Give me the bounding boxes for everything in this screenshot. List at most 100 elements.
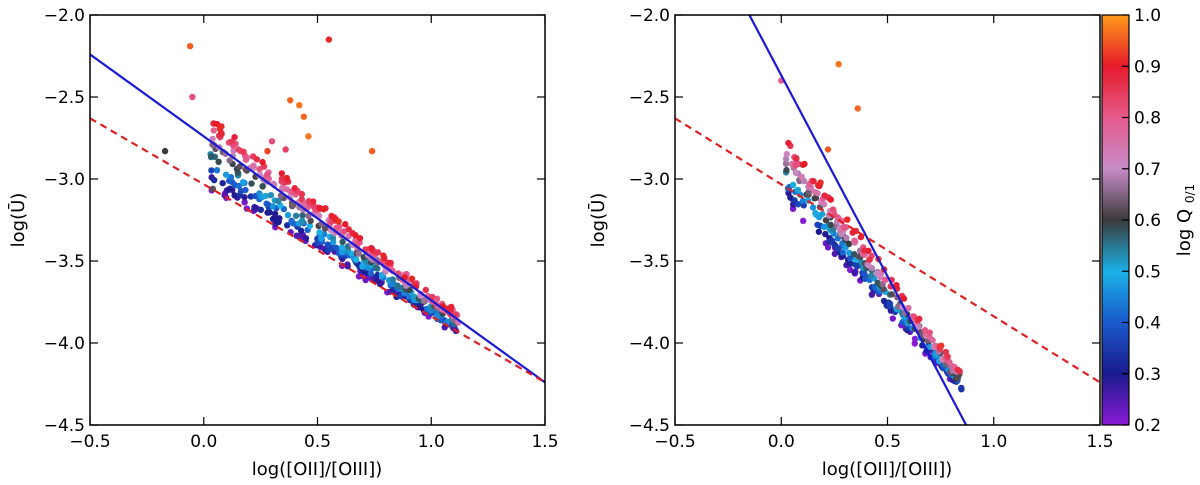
scatter-point (264, 171, 271, 178)
right-ticks: −0.5 0.0 0.5 1.0 1.5 −4.5 −4.0 −3.5 −3.0 −2.5 −2.0 (629, 6, 1114, 452)
scatter-point (227, 173, 235, 181)
scatter-point (271, 210, 279, 218)
scatter-point (854, 105, 861, 112)
scatter-point (792, 161, 799, 169)
scatter-point (372, 264, 380, 271)
scatter-point (278, 175, 286, 182)
y-tick-label: −3.5 (629, 252, 670, 272)
y-tick-label: −2.5 (44, 88, 85, 108)
right-fit-lines (675, 15, 1100, 425)
scatter-point (865, 247, 872, 254)
scatter-point (429, 293, 436, 301)
scatter-point (821, 223, 828, 231)
scatter-point (799, 161, 807, 168)
scatter-point (236, 163, 243, 170)
scatter-point (385, 259, 392, 267)
scatter-point (809, 204, 817, 211)
scatter-point (316, 229, 323, 236)
y-tick-label: −4.0 (44, 334, 85, 354)
scatter-point (298, 190, 306, 198)
x-tick-label: 0.5 (874, 432, 901, 452)
right-y-axis-label: log(Ū) (587, 193, 609, 248)
colorbar-tick-label: 0.9 (1134, 57, 1161, 77)
scatter-point (267, 191, 275, 199)
scatter-point (783, 150, 790, 158)
scatter-point (785, 139, 792, 147)
scatter-point (287, 97, 294, 104)
x-tick-label: 0.0 (190, 432, 217, 452)
scatter-point (321, 225, 329, 232)
solid-fit-line (748, 15, 968, 425)
scatter-point (333, 224, 340, 231)
scatter-point (338, 244, 346, 251)
scatter-point (916, 315, 923, 323)
solid-fit-line (90, 53, 545, 384)
scatter-point (282, 146, 289, 153)
scatter-point (240, 148, 247, 156)
scatter-point (299, 212, 306, 219)
scatter-point (230, 147, 237, 154)
dashed-fit-line (675, 117, 1100, 384)
y-tick-label: −3.0 (629, 170, 670, 190)
scatter-point (874, 279, 881, 287)
scatter-point (325, 36, 333, 43)
scatter-point (893, 281, 900, 289)
scatter-point (269, 215, 277, 223)
colorbar-tick-label: 0.5 (1134, 262, 1161, 282)
left-y-axis-label-text: log(Ū) (7, 193, 29, 248)
scatter-point (283, 222, 291, 229)
scatter-point (799, 217, 807, 225)
scatter-point (822, 230, 829, 238)
y-tick-label: −4.5 (44, 416, 85, 436)
colorbar-tick-label: 1.0 (1134, 6, 1161, 26)
scatter-point (373, 277, 381, 284)
scatter-point (831, 250, 839, 258)
scatter-point (880, 285, 887, 293)
scatter-point (793, 155, 800, 162)
scatter-point (847, 260, 854, 267)
scatter-point (352, 231, 359, 239)
scatter-point (789, 181, 797, 189)
x-tick-label: 1.0 (980, 432, 1007, 452)
scatter-point (827, 196, 834, 203)
scatter-point (186, 42, 194, 50)
scatter-point (210, 127, 217, 134)
scatter-point (210, 176, 218, 184)
scatter-point (332, 244, 340, 251)
scatter-point (283, 174, 291, 182)
scatter-point (942, 348, 950, 356)
scatter-point (886, 300, 894, 307)
scatter-point (888, 291, 896, 298)
y-tick-label: −2.0 (44, 6, 85, 26)
left-x-axis-label: log([OII]/[OIII]) (252, 459, 383, 480)
scatter-point (811, 188, 819, 196)
scatter-point (792, 169, 800, 176)
scatter-point (851, 237, 858, 244)
scatter-point (359, 263, 366, 270)
y-tick-label: −2.5 (629, 88, 670, 108)
scatter-point (406, 286, 413, 294)
colorbar-tick-label: 0.8 (1134, 109, 1161, 129)
scatter-point (251, 204, 258, 211)
scatter-point (821, 192, 828, 199)
y-tick-label: −2.0 (629, 6, 670, 26)
scatter-point (241, 199, 248, 206)
colorbar-label-sub: 0/1 (1183, 184, 1197, 203)
scatter-point (911, 340, 918, 347)
scatter-point (306, 222, 314, 230)
scatter-point (264, 147, 271, 155)
scatter-point (819, 210, 826, 218)
scatter-point (275, 218, 282, 226)
scatter-point (900, 295, 908, 302)
scatter-point (827, 221, 834, 228)
scatter-point (259, 183, 266, 190)
scatter-point (911, 335, 919, 343)
left-panel: −0.5 0.0 0.5 1.0 1.5 −4.5 −4.0 −3.5 −3.0 −2.5 −2.0… (7, 6, 559, 480)
scatter-point (368, 245, 375, 252)
scatter-point (318, 235, 325, 242)
scatter-point (868, 272, 875, 279)
scatter-point (257, 206, 265, 213)
scatter-point (219, 179, 226, 187)
scatter-point (229, 178, 236, 186)
scatter-point (828, 237, 835, 244)
